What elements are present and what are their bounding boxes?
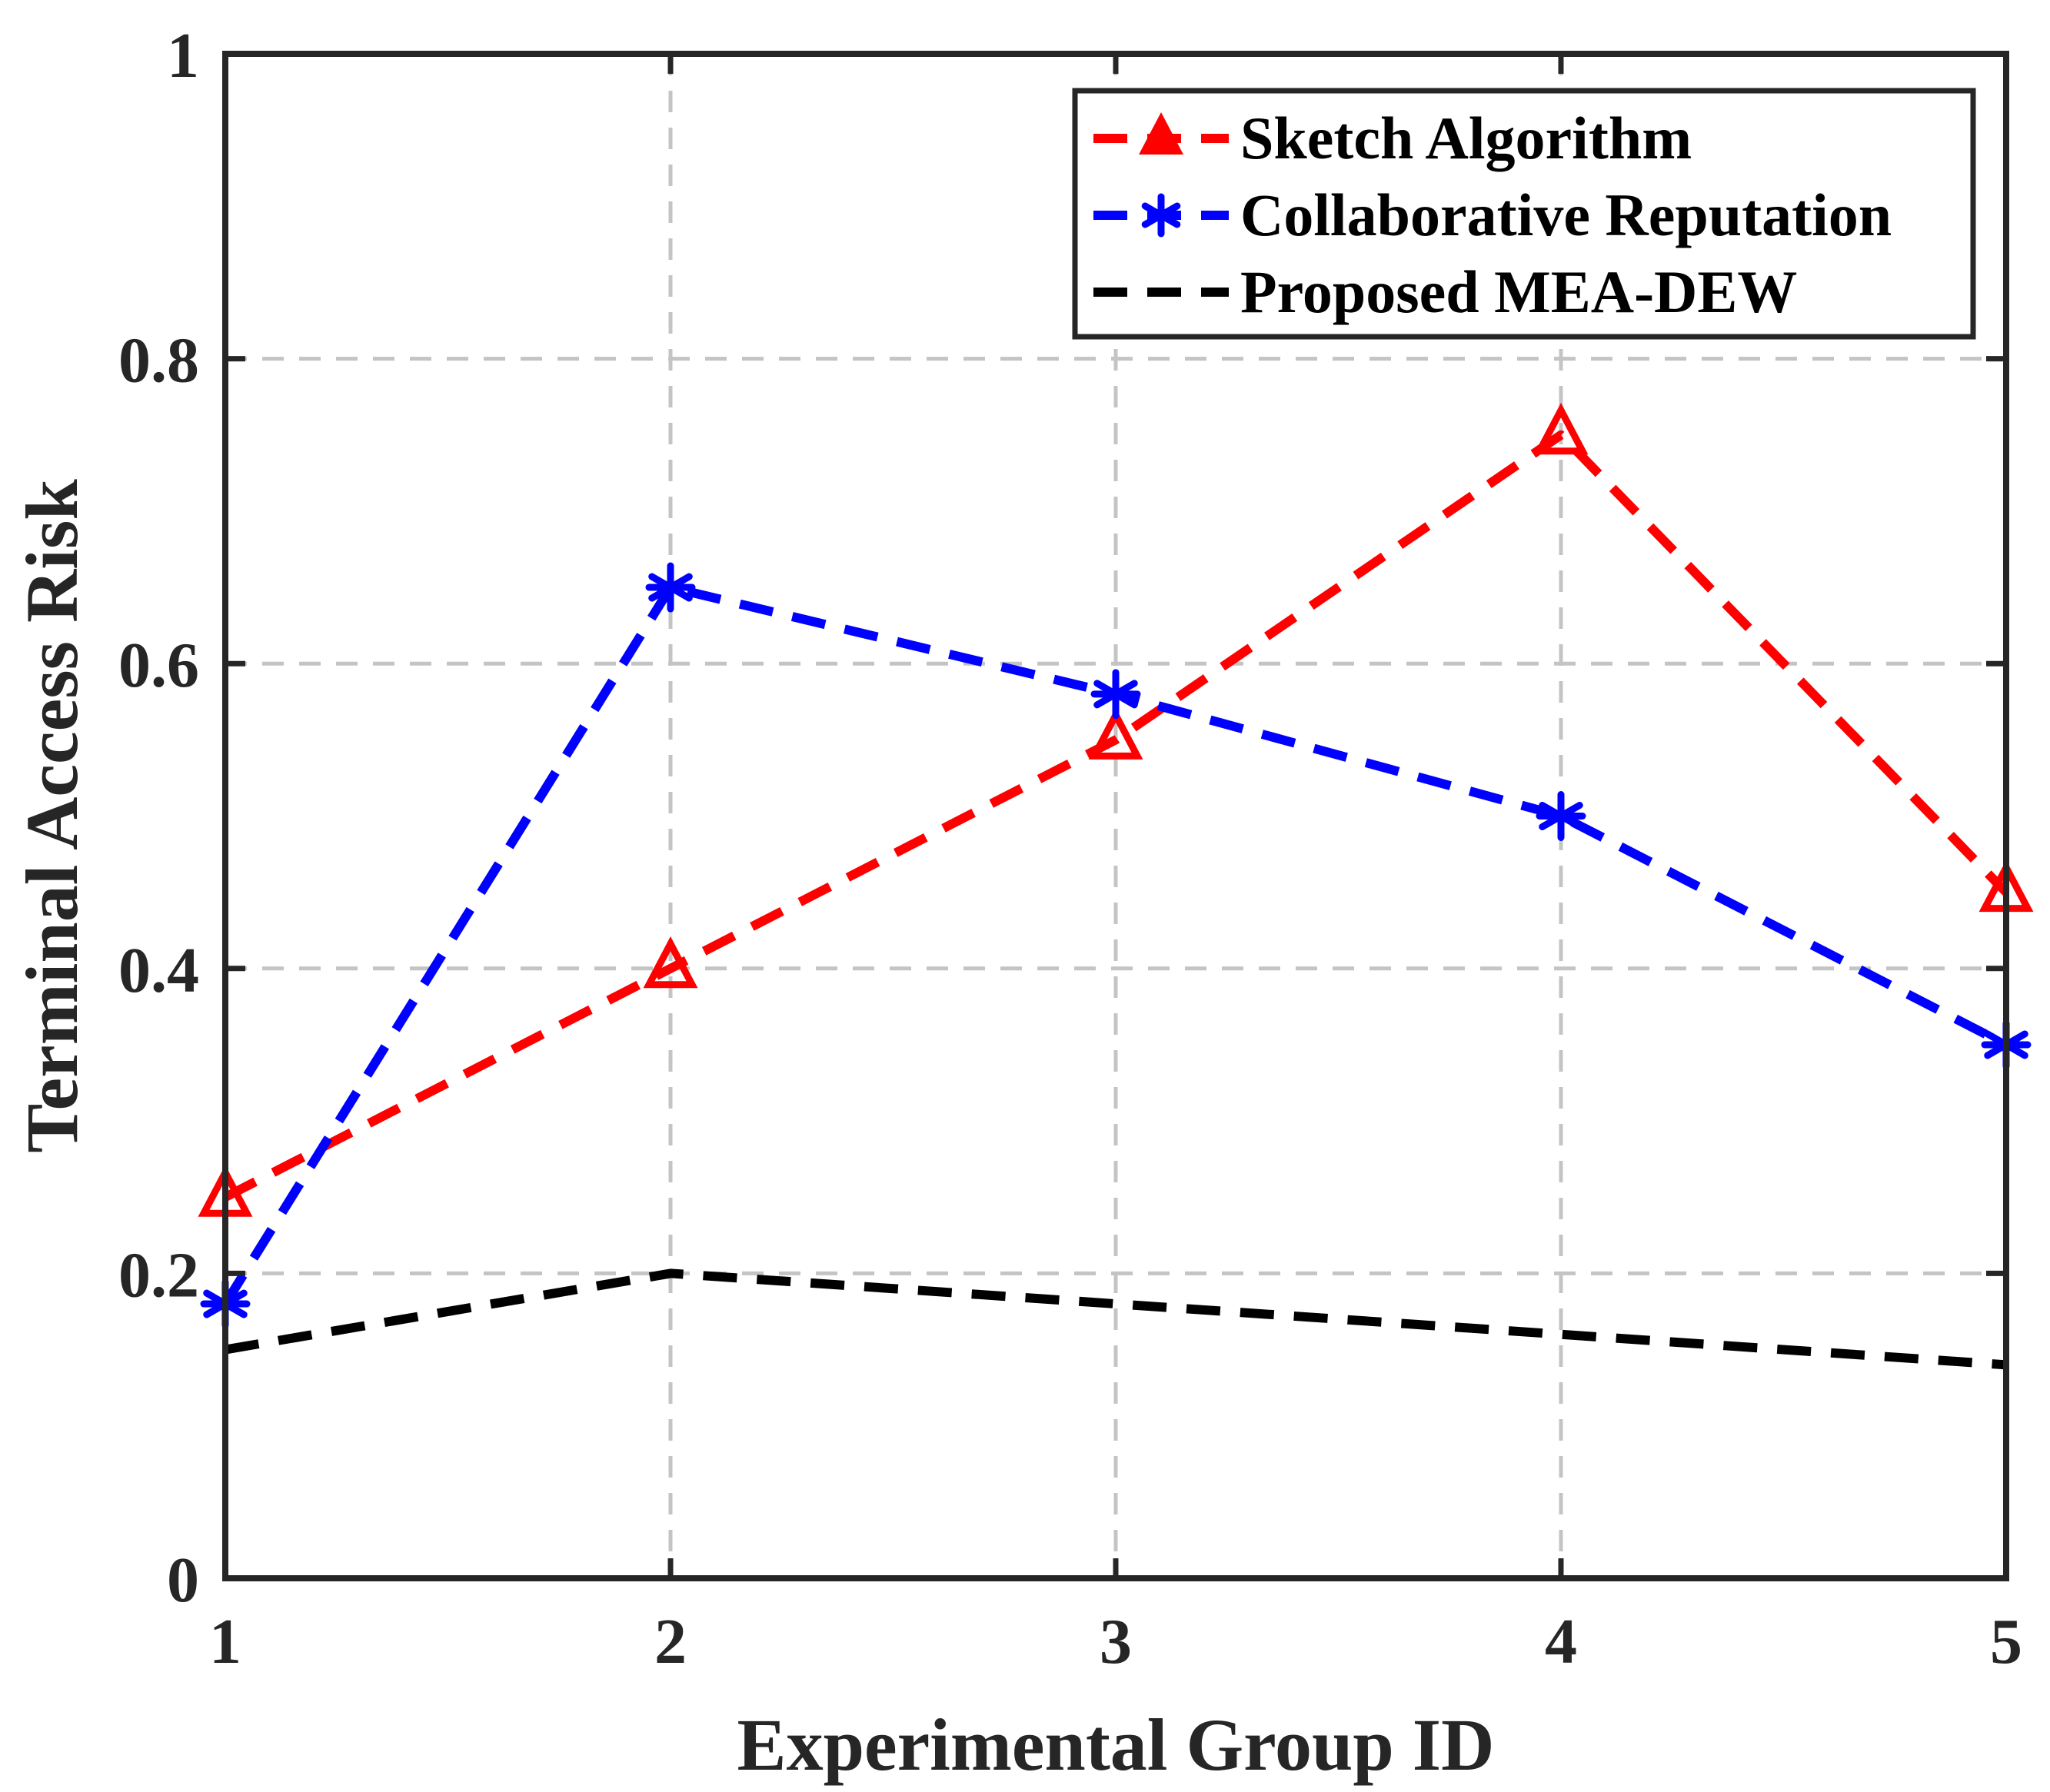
data-point-collaborative-reputation-3 xyxy=(1090,669,1141,720)
x-tick-label: 2 xyxy=(654,1606,687,1677)
x-tick-label: 1 xyxy=(209,1606,241,1677)
data-point-sketch-algorithm-3 xyxy=(1088,707,1143,760)
legend-label-proposed-mea-dew: Proposed MEA-DEW xyxy=(1240,258,1797,325)
legend-label-collaborative-reputation: Collaborative Reputation xyxy=(1240,181,1892,248)
data-point-sketch-algorithm-2 xyxy=(643,936,698,989)
series-layer xyxy=(198,402,2034,1370)
legend-marker-triangle-icon xyxy=(1139,111,1183,155)
data-point-sketch-algorithm-4 xyxy=(1533,402,1589,455)
x-tick-label: 5 xyxy=(1990,1606,2022,1677)
legend-item-collaborative-reputation: Collaborative Reputation xyxy=(1093,181,1892,248)
series-line-sketch-algorithm xyxy=(223,430,2010,1202)
asterisk-stroke xyxy=(1141,202,1181,228)
legend-item-sketch-algorithm: Sketch Algorithm xyxy=(1093,105,1692,171)
axes xyxy=(222,51,2009,1581)
legend-marker-asterisk-icon xyxy=(1141,193,1181,238)
y-axis-title: Terminal Access Risk xyxy=(11,479,93,1153)
y-tick-label: 1 xyxy=(167,20,199,91)
legend: Sketch Algorithm Collaborative Reputation… xyxy=(1072,88,1976,340)
x-tick-label: 3 xyxy=(1100,1606,1132,1677)
y-tick-label: 0 xyxy=(167,1544,199,1616)
y-tick-label: 0.6 xyxy=(118,630,199,701)
data-point-collaborative-reputation-2 xyxy=(645,562,696,613)
series-line-proposed-mea-dew xyxy=(224,1268,2007,1370)
data-point-collaborative-reputation-4 xyxy=(1536,791,1586,841)
y-tick-label: 0.8 xyxy=(118,325,199,397)
y-tick-label: 0.2 xyxy=(118,1239,199,1311)
y-tick-label: 0.4 xyxy=(118,935,199,1006)
tick-labels: 1 2 3 4 5 0 0.2 0.4 0.6 0.8 1 xyxy=(118,20,2022,1677)
x-axis-title: Experimental Group ID xyxy=(737,1704,1495,1786)
legend-label-sketch-algorithm: Sketch Algorithm xyxy=(1240,105,1692,171)
legend-item-proposed-mea-dew: Proposed MEA-DEW xyxy=(1093,258,1797,325)
x-tick-label: 4 xyxy=(1545,1606,1577,1677)
